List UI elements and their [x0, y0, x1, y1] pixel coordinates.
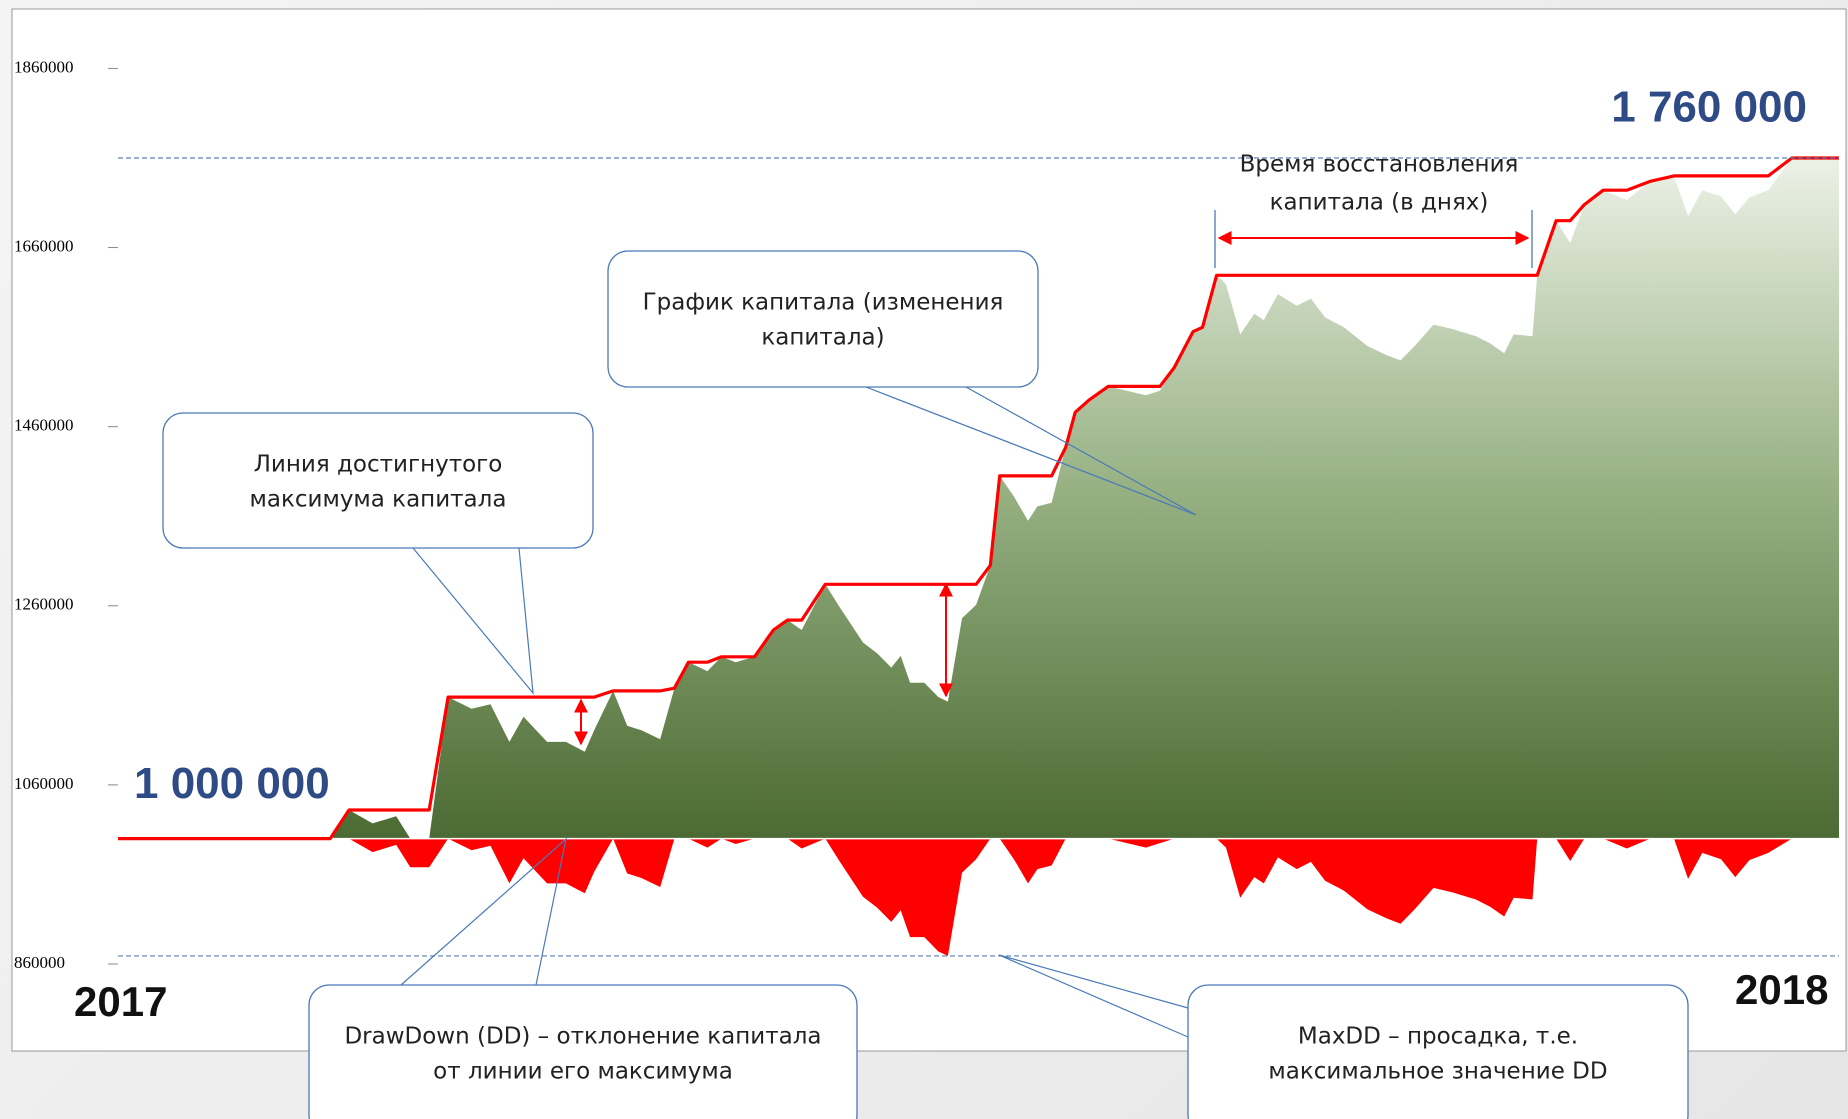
note: максимальное значение DD — [1268, 1059, 1607, 1085]
drawdown-area — [118, 838, 1839, 956]
peak-level-label: 1 760 000 — [1611, 83, 1807, 132]
callout — [308, 984, 858, 1119]
decor — [162, 210, 1689, 1119]
note: от линии его максимума — [433, 1059, 733, 1085]
callout — [607, 250, 1039, 388]
callout — [1187, 984, 1689, 1119]
note: капитала (в днях) — [1270, 190, 1489, 216]
equity-area — [118, 158, 1839, 839]
pointer — [400, 837, 567, 986]
note: капитала) — [761, 325, 884, 351]
y-tick-label: 1060000 — [14, 774, 74, 793]
callout — [162, 412, 594, 549]
pointer — [998, 954, 1189, 1038]
note: График капитала (изменения — [643, 290, 1004, 316]
note: Время восстановления — [1240, 152, 1519, 178]
start-level-label: 1 000 000 — [134, 759, 330, 808]
y-tick-label: 1660000 — [14, 236, 74, 255]
texts: Линия достигнутого максимума капитала Гр… — [74, 152, 1828, 1085]
y-tick-label: 1460000 — [14, 416, 74, 435]
note: DrawDown (DD) – отклонение капитала — [344, 1024, 821, 1050]
y-tick-label: 860000 — [14, 953, 65, 972]
y-tick-label: 1860000 — [14, 57, 74, 76]
note: Линия достигнутого — [254, 452, 503, 478]
pointer — [865, 386, 1197, 516]
note: максимума капитала — [250, 487, 507, 513]
note: MaxDD – просадка, т.е. — [1298, 1024, 1578, 1050]
x-start-label: 2017 — [74, 978, 167, 1025]
y-tick-label: 1260000 — [14, 595, 74, 614]
pointer — [412, 547, 534, 695]
x-end-label: 2018 — [1735, 966, 1828, 1013]
